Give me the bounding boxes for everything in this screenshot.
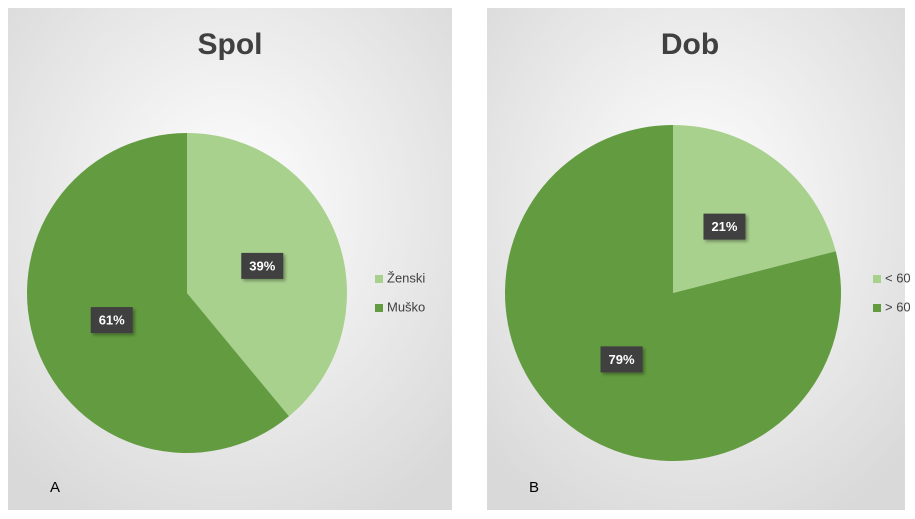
legend-label: > 60 [885,299,911,314]
panel-label: A [50,479,60,496]
legend-swatch [375,304,383,312]
data-label-box [600,346,643,373]
panel-label: B [529,479,539,496]
legend-swatch [873,304,881,312]
legend-swatch [873,275,881,283]
data-label: 39% [249,258,275,273]
data-label: 79% [609,352,635,367]
pie-slice [505,125,841,461]
legend-label: Muško [387,299,425,314]
chart-title: Spol [198,28,263,61]
data-label: 61% [99,313,125,328]
data-label: 21% [711,219,737,234]
data-label-box [241,252,284,279]
pie-slice [673,125,836,293]
pie-slice [26,133,289,453]
legend-label: < 60 [885,270,911,285]
chart-title: Dob [661,28,719,61]
data-label-box [703,213,746,240]
legend-label: Ženski [387,270,425,285]
legend-swatch [375,275,383,283]
data-label-box [90,307,133,334]
